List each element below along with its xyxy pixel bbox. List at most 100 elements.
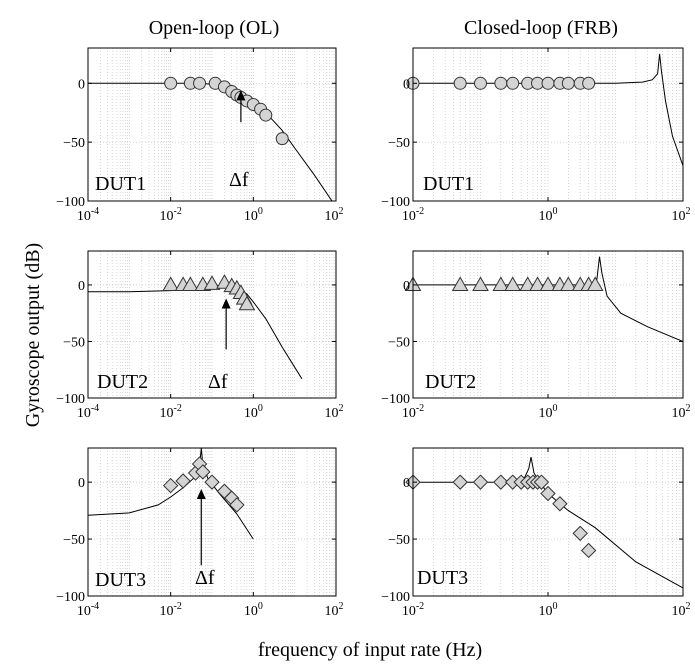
data-point <box>580 542 597 559</box>
dut-label: DUT2 <box>425 371 476 393</box>
y-tick-label: 0 <box>78 279 85 294</box>
data-point <box>164 76 178 90</box>
data-point <box>529 276 546 292</box>
data-point <box>494 76 508 90</box>
data-point <box>472 276 489 292</box>
x-tick-label: 102 <box>672 403 691 421</box>
data-point <box>182 276 199 292</box>
data-point <box>586 276 604 292</box>
x-tick-label: 10-2 <box>159 601 181 619</box>
x-tick-label: 100 <box>244 206 263 224</box>
x-tick-label: 10-2 <box>402 403 424 421</box>
y-tick-label: −100 <box>381 195 410 210</box>
x-axis-title: frequency of input rate (Hz) <box>258 639 482 661</box>
y-tick-label: 0 <box>403 279 410 294</box>
delta-label: Δf <box>208 371 228 393</box>
delta-arrow-head <box>221 298 231 309</box>
data-point <box>193 76 207 90</box>
data-point <box>259 108 273 122</box>
data-point <box>204 474 220 490</box>
x-tick-label: 10-2 <box>402 601 424 619</box>
x-tick-label: 10-4 <box>77 601 99 619</box>
y-tick-label: −50 <box>388 335 410 350</box>
y-tick-label: −50 <box>63 136 85 151</box>
data-point <box>162 477 179 494</box>
y-tick-label: 0 <box>403 77 410 92</box>
data-point <box>541 76 555 90</box>
x-tick-label: 100 <box>539 403 558 421</box>
dut-label: DUT1 <box>423 173 474 195</box>
dut-label: DUT2 <box>97 371 148 393</box>
series-line <box>88 284 303 380</box>
dut-label: DUT3 <box>95 569 146 591</box>
y-tick-label: −100 <box>56 195 85 210</box>
delta-arrow-head <box>196 488 206 499</box>
x-tick-label: 102 <box>672 206 691 224</box>
x-tick-label: 10-2 <box>159 403 181 421</box>
delta-arrow-head <box>236 90 246 101</box>
y-tick-label: −50 <box>388 533 410 548</box>
x-tick-label: 102 <box>672 601 691 619</box>
y-axis-title: Gyroscope output (dB) <box>22 243 44 427</box>
x-tick-label: 102 <box>325 601 344 619</box>
x-tick-label: 100 <box>539 206 558 224</box>
data-point <box>474 76 487 90</box>
data-point <box>533 474 550 490</box>
x-tick-label: 100 <box>244 601 263 619</box>
y-tick-label: −100 <box>56 392 85 407</box>
dut-label: DUT3 <box>417 567 468 589</box>
column-title-closed-loop: Closed-loop (FRB) <box>464 17 618 39</box>
delta-label: Δf <box>229 169 249 191</box>
y-tick-label: 0 <box>78 77 85 92</box>
data-point <box>582 76 596 90</box>
axes-frame <box>87 47 337 202</box>
data-point <box>561 76 575 90</box>
data-point <box>504 276 522 292</box>
data-point <box>451 276 469 292</box>
x-tick-label: 10-2 <box>402 206 424 224</box>
x-tick-label: 10-2 <box>159 206 181 224</box>
dut-label: DUT1 <box>95 173 146 195</box>
series-line <box>413 53 683 166</box>
data-point <box>492 276 510 292</box>
data-point <box>452 474 468 490</box>
y-tick-label: −50 <box>63 533 85 548</box>
data-point <box>539 276 557 292</box>
y-tick-label: 0 <box>403 476 410 491</box>
data-point <box>162 276 180 292</box>
y-tick-label: −100 <box>381 392 410 407</box>
grid <box>413 448 683 596</box>
column-title-open-loop: Open-loop (OL) <box>149 17 280 39</box>
y-tick-label: −100 <box>56 590 85 605</box>
grid <box>413 251 683 398</box>
data-point <box>195 464 211 480</box>
data-point <box>453 76 467 90</box>
x-tick-label: 10-4 <box>77 206 99 224</box>
data-point <box>472 474 489 490</box>
y-tick-label: −100 <box>381 590 410 605</box>
axes-frame <box>87 250 337 399</box>
y-tick-label: −50 <box>388 136 410 151</box>
delta-label: Δf <box>195 567 215 589</box>
data-point <box>559 276 577 292</box>
x-tick-label: 100 <box>539 601 558 619</box>
data-point <box>506 76 520 90</box>
x-tick-label: 100 <box>244 403 263 421</box>
data-point <box>275 132 289 146</box>
x-tick-label: 10-4 <box>77 403 99 421</box>
data-point <box>540 485 556 502</box>
data-point <box>238 295 256 311</box>
x-tick-label: 102 <box>325 206 344 224</box>
data-point <box>203 275 221 290</box>
data-point <box>552 496 568 512</box>
data-point <box>229 497 245 513</box>
y-tick-label: −50 <box>63 335 85 350</box>
